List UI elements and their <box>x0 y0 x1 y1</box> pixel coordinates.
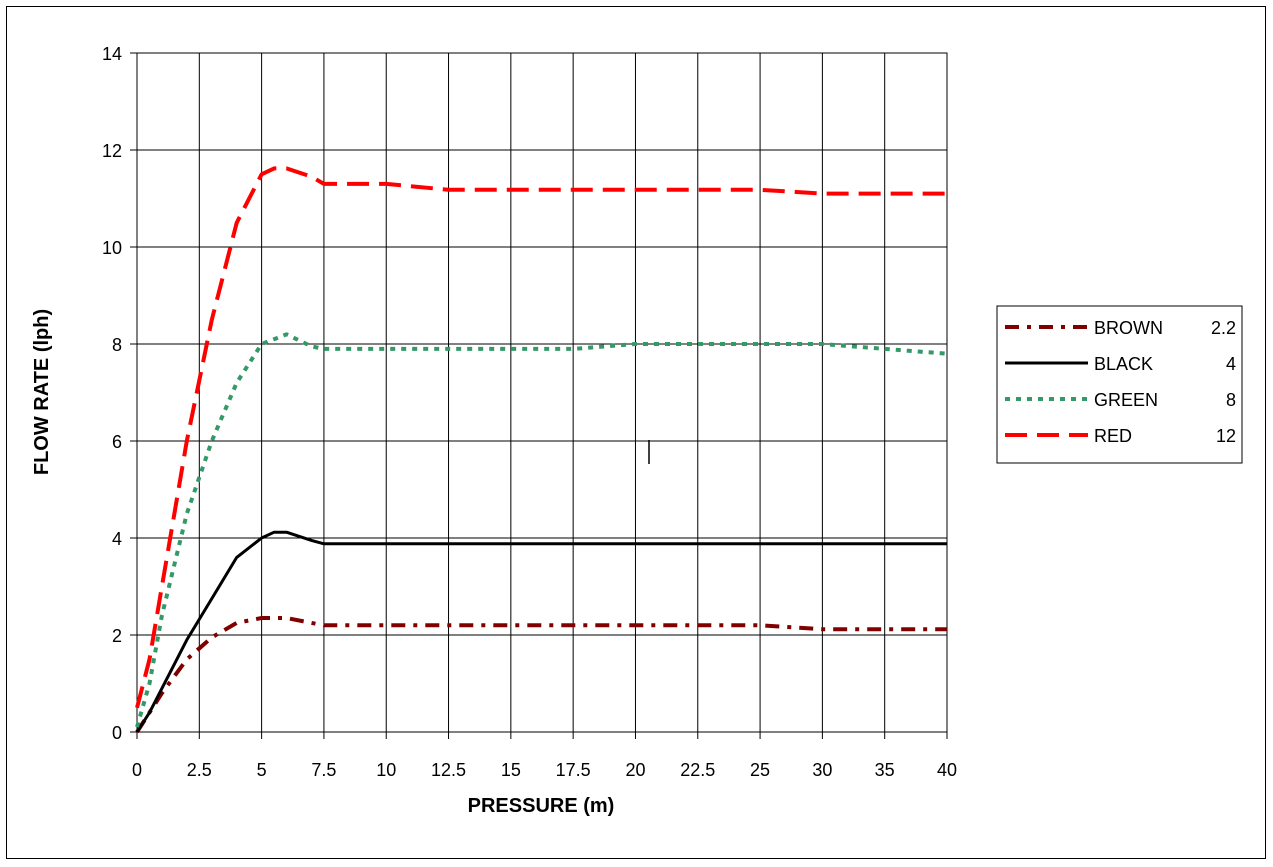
legend-label-brown: BROWN <box>1094 318 1163 338</box>
x-tick-label: 0 <box>132 760 142 780</box>
legend-value-red: 12 <box>1216 426 1236 446</box>
series-line-brown <box>135 616 947 734</box>
plot-area <box>136 52 948 733</box>
legend: BROWN 2.2 BLACK 4 GREEN 8 RED 12 <box>996 305 1243 464</box>
x-tick-label: 40 <box>937 760 957 780</box>
series-line-red <box>135 166 947 709</box>
y-axis-ticks: 0 2 4 6 8 10 12 14 <box>102 44 137 743</box>
x-tick-label: 12.5 <box>431 760 466 780</box>
y-tick-label: 10 <box>102 238 122 258</box>
y-tick-label: 8 <box>112 335 122 355</box>
legend-value-brown: 2.2 <box>1211 318 1236 338</box>
y-tick-label: 2 <box>112 626 122 646</box>
x-tick-label: 5 <box>257 760 267 780</box>
y-axis-title: FLOW RATE (lph) <box>31 309 53 475</box>
legend-value-black: 4 <box>1226 354 1236 374</box>
x-tick-label: 17.5 <box>556 760 591 780</box>
series-line-black <box>135 530 947 733</box>
x-tick-label: 22.5 <box>680 760 715 780</box>
legend-value-green: 8 <box>1226 390 1236 410</box>
grid-lines <box>137 53 947 732</box>
y-tick-label: 12 <box>102 141 122 161</box>
series-line-green <box>135 332 948 728</box>
x-tick-label: 20 <box>625 760 645 780</box>
x-tick-label: 2.5 <box>187 760 212 780</box>
chart-frame <box>6 6 1266 859</box>
series-lines <box>135 166 948 734</box>
x-axis-title: PRESSURE (m) <box>468 795 615 817</box>
x-tick-label: 35 <box>875 760 895 780</box>
y-tick-label: 6 <box>112 432 122 452</box>
x-axis-ticks: 0 2.5 5 7.5 10 12.5 15 17.5 20 22.5 25 30 35 40 <box>132 732 957 780</box>
x-tick-label: 25 <box>750 760 770 780</box>
x-tick-label: 10 <box>376 760 396 780</box>
legend-label-black: BLACK <box>1094 354 1153 374</box>
y-tick-label: 0 <box>112 723 122 743</box>
x-tick-label: 7.5 <box>311 760 336 780</box>
x-tick-label: 30 <box>812 760 832 780</box>
y-tick-label: 14 <box>102 44 122 64</box>
legend-label-green: GREEN <box>1094 390 1158 410</box>
x-tick-label: 15 <box>501 760 521 780</box>
legend-items: BROWN 2.2 BLACK 4 GREEN 8 RED 12 <box>1005 318 1236 446</box>
y-tick-label: 4 <box>112 529 122 549</box>
legend-label-red: RED <box>1094 426 1132 446</box>
